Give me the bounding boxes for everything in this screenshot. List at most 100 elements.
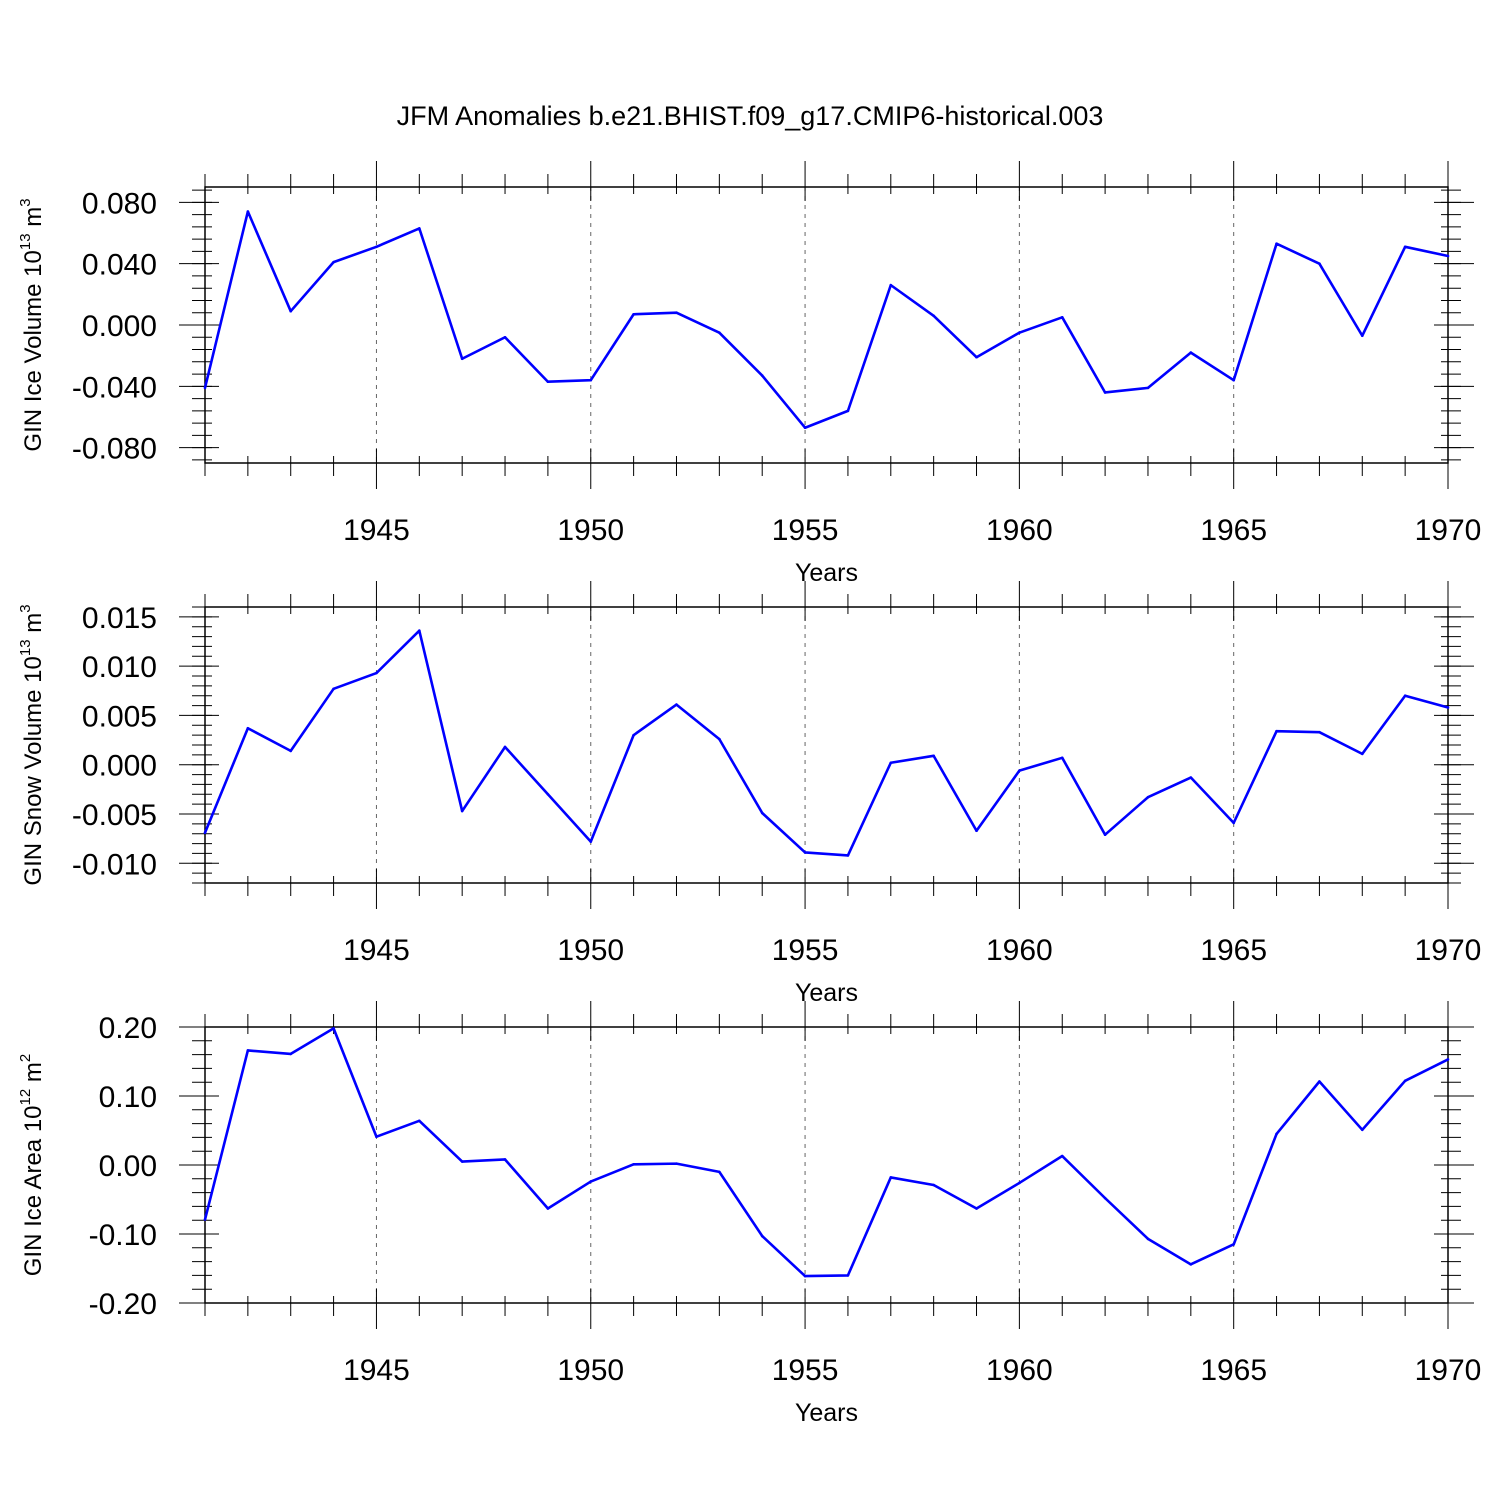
data-point bbox=[975, 1207, 978, 1210]
data-point bbox=[375, 671, 378, 675]
panel-3: 0.20 0.10 0.00 -0.10 -0.20 1945 1950 1955 1960 19… bbox=[17, 1001, 1481, 1427]
data-point bbox=[760, 1234, 764, 1238]
data-point bbox=[1189, 776, 1193, 779]
data-point bbox=[289, 309, 293, 313]
data-point bbox=[203, 831, 207, 835]
data-point bbox=[1360, 334, 1364, 338]
data-point bbox=[246, 210, 250, 213]
data-point bbox=[418, 227, 421, 230]
y-tick-label: -0.040 bbox=[72, 371, 157, 404]
data-point bbox=[375, 1135, 378, 1139]
data-point bbox=[932, 1183, 935, 1187]
y-tick-label: 0.000 bbox=[82, 310, 157, 343]
panel-1: 0.080 0.040 0.000 -0.040 -0.080 1945 1950 1955 1… bbox=[17, 161, 1481, 587]
panel-2: 0.015 0.010 0.005 0.000 -0.005 -0.010 1945 1950… bbox=[17, 581, 1481, 1007]
data-point bbox=[589, 840, 593, 843]
x-tick-label: 1945 bbox=[343, 934, 410, 967]
data-point bbox=[889, 761, 893, 765]
data-point bbox=[460, 357, 464, 361]
y-axis-label: GIN Ice Volume 1013 m3 bbox=[17, 198, 47, 451]
data-point bbox=[1360, 1128, 1364, 1132]
x-tick-label: 1960 bbox=[986, 934, 1053, 967]
data-point bbox=[246, 1049, 250, 1052]
data-point bbox=[1403, 1079, 1407, 1083]
data-point bbox=[1232, 821, 1235, 825]
data-point bbox=[1403, 245, 1407, 249]
data-point bbox=[1018, 769, 1021, 772]
data-point bbox=[1446, 1058, 1450, 1061]
data-point bbox=[1103, 833, 1107, 836]
y-axis-label: GIN Snow Volume 1013 m3 bbox=[17, 604, 47, 885]
x-tick-label: 1960 bbox=[986, 1354, 1053, 1387]
data-point bbox=[1189, 1263, 1193, 1266]
figure-title: JFM Anomalies b.e21.BHIST.f09_g17.CMIP6-… bbox=[397, 101, 1104, 131]
data-point bbox=[975, 829, 978, 833]
x-axis-label: Years bbox=[795, 1399, 858, 1427]
data-point bbox=[546, 1207, 550, 1210]
x-tick-label: 1970 bbox=[1415, 1354, 1482, 1387]
y-axis-label: GIN Ice Area 1012 m2 bbox=[17, 1054, 47, 1276]
x-tick-label: 1955 bbox=[772, 934, 839, 967]
data-point bbox=[632, 312, 635, 316]
data-point bbox=[503, 335, 507, 339]
series-line bbox=[203, 210, 1449, 430]
data-point bbox=[289, 749, 293, 753]
data-point bbox=[1103, 391, 1107, 394]
data-point bbox=[503, 745, 507, 749]
data-point bbox=[246, 726, 250, 730]
data-point bbox=[589, 378, 593, 382]
data-point bbox=[1189, 351, 1193, 354]
x-tick-label: 1945 bbox=[343, 1354, 410, 1387]
data-point bbox=[1060, 316, 1064, 319]
data-point bbox=[589, 1180, 593, 1183]
x-tick-label: 1965 bbox=[1200, 1354, 1267, 1387]
y-tick-label: 0.00 bbox=[99, 1150, 157, 1183]
data-point bbox=[1018, 1181, 1021, 1185]
data-point bbox=[932, 314, 935, 318]
x-tick-label: 1955 bbox=[772, 514, 839, 547]
data-point bbox=[1232, 378, 1235, 382]
data-point bbox=[1275, 729, 1278, 733]
data-point bbox=[846, 409, 850, 413]
data-point bbox=[718, 737, 721, 741]
data-point bbox=[503, 1158, 507, 1161]
data-point bbox=[203, 386, 207, 390]
data-point bbox=[332, 1027, 335, 1030]
data-point bbox=[803, 851, 807, 854]
data-point bbox=[1103, 1196, 1107, 1200]
y-tick-label: -0.20 bbox=[89, 1288, 157, 1321]
x-axis-label: Years bbox=[795, 979, 858, 1007]
data-point bbox=[1146, 795, 1150, 799]
data-point bbox=[460, 809, 464, 813]
y-tick-label: 0.20 bbox=[99, 1012, 157, 1045]
y-tick-label: 0.080 bbox=[82, 187, 157, 220]
x-tick-label: 1970 bbox=[1415, 934, 1482, 967]
y-tick-label: 0.040 bbox=[82, 249, 157, 282]
data-point bbox=[1018, 331, 1021, 334]
data-point bbox=[1060, 1154, 1064, 1158]
x-tick-label: 1950 bbox=[557, 514, 624, 547]
plot-frame bbox=[204, 606, 1449, 884]
x-tick-label: 1960 bbox=[986, 514, 1053, 547]
x-tick-label: 1955 bbox=[772, 1354, 839, 1387]
data-point bbox=[1146, 1237, 1150, 1241]
data-point bbox=[889, 283, 893, 287]
data-point bbox=[460, 1160, 464, 1163]
data-point bbox=[1403, 694, 1407, 698]
data-point bbox=[975, 355, 978, 359]
data-point bbox=[1275, 242, 1278, 246]
data-point bbox=[1232, 1243, 1235, 1246]
data-point bbox=[1446, 254, 1450, 258]
x-tick-label: 1950 bbox=[557, 1354, 624, 1387]
data-point bbox=[675, 703, 678, 706]
data-point bbox=[803, 426, 807, 430]
data-point bbox=[418, 629, 421, 632]
data-point bbox=[932, 754, 935, 758]
y-tick-label: -0.010 bbox=[72, 848, 157, 881]
x-axis-label: Years bbox=[795, 559, 858, 587]
data-point bbox=[1146, 386, 1150, 390]
data-point bbox=[375, 245, 378, 249]
data-point bbox=[718, 1170, 721, 1174]
data-point bbox=[803, 1274, 807, 1278]
data-point bbox=[332, 687, 335, 691]
